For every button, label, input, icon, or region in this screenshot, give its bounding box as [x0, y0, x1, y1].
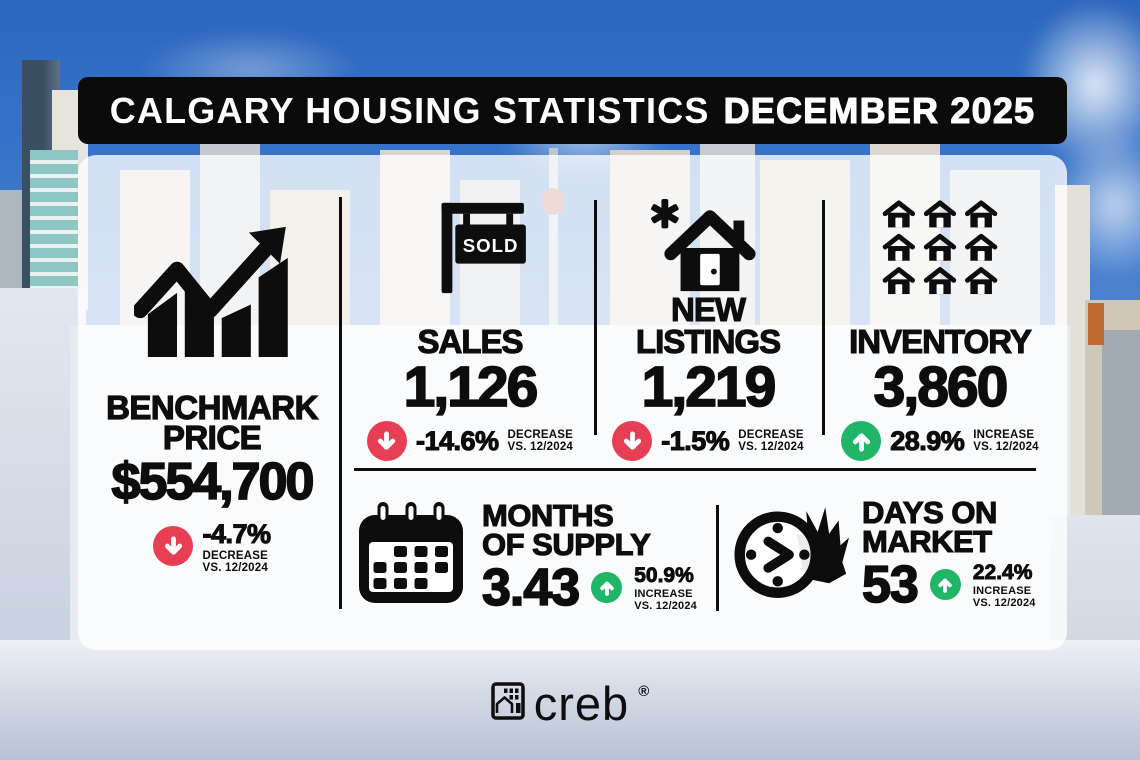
stat-label: DAYS ON MARKET: [861, 495, 998, 560]
creb-logo-icon: [491, 682, 525, 720]
snow: [0, 640, 1140, 760]
stat-inventory: INVENTORY 3,860 28.9% INCREASE VS. 12/20…: [822, 193, 1058, 462]
stat-value: 1,126: [403, 355, 539, 419]
houses-grid-icon: [880, 199, 1000, 297]
calendar-icon: [359, 502, 463, 603]
down-arrow-icon: [612, 421, 653, 462]
stat-value: 3.43: [481, 558, 581, 617]
change-percent: -1.5%: [661, 425, 731, 456]
change-percent: 50.9%: [634, 563, 694, 587]
stat-label: MONTHS OF SUPPLY: [481, 498, 651, 563]
change-desc: INCREASE VS. 12/2024: [973, 429, 1039, 454]
divider: [716, 505, 719, 611]
benchmark-label: BENCHMARK PRICE: [105, 389, 319, 456]
change-percent: -14.6%: [415, 425, 499, 456]
stat-months-of-supply: MONTHS OF SUPPLY 3.43 50.9% INCREASE VS.…: [356, 498, 697, 617]
change-percent: 22.4%: [972, 560, 1033, 584]
building: [1088, 303, 1104, 345]
stat-sales: SOLD SALES 1,126 -14.6% DECREASE VS. 12/…: [350, 193, 590, 462]
brand-name: creb: [533, 677, 630, 730]
sold-sign-label: SOLD: [462, 235, 518, 256]
divider: [354, 468, 1036, 471]
benchmark-change: -4.7% DECREASE VS. 12/2024: [153, 518, 272, 575]
up-arrow-icon: [841, 421, 882, 462]
title-month: DECEMBER 2025: [723, 89, 1036, 131]
title-text: CALGARY HOUSING STATISTICS: [109, 89, 710, 131]
title-bar: CALGARY HOUSING STATISTICS DECEMBER 2025: [78, 77, 1067, 144]
registered-mark: ®: [638, 683, 650, 700]
divider: [822, 200, 825, 435]
stat-change: -1.5% DECREASE VS. 12/2024: [612, 421, 804, 462]
new-listing-house-icon: [651, 198, 756, 292]
stats-card: BENCHMARK PRICE $554,700 -4.7% DECREASE …: [78, 155, 1067, 650]
change-desc: DECREASE VS. 12/2024: [738, 429, 804, 454]
stat-label: INVENTORY: [849, 322, 1033, 360]
change-desc: INCREASE VS. 12/2024: [972, 584, 1036, 609]
divider: [339, 197, 342, 609]
down-arrow-icon: [153, 526, 194, 567]
up-arrow-icon: [929, 569, 961, 601]
stat-value: 53: [861, 555, 920, 614]
change-percent: -4.7%: [202, 518, 272, 549]
change-percent: 28.9%: [890, 425, 966, 456]
down-arrow-icon: [366, 421, 407, 462]
stat-value: 1,219: [641, 355, 777, 419]
stat-change: 28.9% INCREASE VS. 12/2024: [841, 421, 1039, 462]
benchmark-value: $554,700: [111, 453, 316, 512]
stat-label: NEW LISTINGS: [635, 291, 781, 360]
sold-sign-icon: SOLD: [441, 202, 526, 294]
trend-chart-icon: [134, 226, 288, 357]
stat-days-on-market: DAYS ON MARKET 53 22.4% INCREASE VS. 12/…: [734, 495, 1036, 614]
stat-change: -14.6% DECREASE VS. 12/2024: [366, 421, 574, 462]
up-arrow-icon: [591, 572, 623, 604]
stat-new-listings: NEW LISTINGS 1,219 -1.5% DECREASE VS. 12…: [602, 193, 814, 462]
change-desc: DECREASE VS. 12/2024: [507, 429, 574, 454]
change-desc: INCREASE VS. 12/2024: [634, 587, 697, 612]
creb-logo: creb ®: [0, 677, 1140, 730]
stat-benchmark-price: BENCHMARK PRICE $554,700 -4.7% DECREASE …: [84, 195, 340, 574]
change-desc: DECREASE VS. 12/2024: [202, 549, 268, 574]
stat-value: 3,860: [873, 355, 1009, 419]
building: [1102, 330, 1140, 530]
clock-flame-icon: [734, 507, 850, 598]
divider: [594, 200, 597, 435]
building: [30, 150, 78, 305]
stat-label: SALES: [417, 322, 524, 360]
